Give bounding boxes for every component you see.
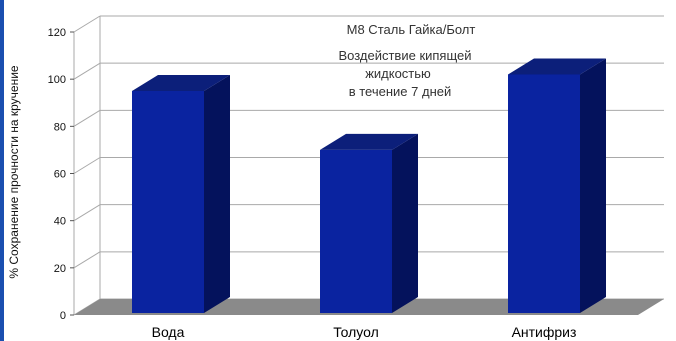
- grid-line-depth: [73, 251, 101, 269]
- x-tick-label: Антифриз: [512, 324, 577, 340]
- bar-top: [132, 74, 230, 91]
- bar-top: [320, 133, 418, 150]
- y-tick-label: 100: [48, 74, 66, 86]
- grid-line-depth: [73, 62, 101, 80]
- bar: [508, 58, 606, 314]
- y-tick-label: 60: [54, 169, 66, 181]
- chart-subtitle-line-3: в течение 7 дней: [349, 84, 452, 99]
- bar-front: [320, 149, 392, 313]
- bar-side: [204, 74, 230, 313]
- grid-line-depth: [73, 109, 101, 127]
- bar-side: [392, 133, 418, 313]
- grid-line-depth: [73, 15, 101, 33]
- x-tick-labels: Вода Толуол Антифриз: [152, 324, 577, 340]
- bars: [132, 58, 606, 314]
- bar-front: [508, 74, 580, 313]
- grid-line-depth: [73, 157, 101, 174]
- bar-front: [132, 90, 204, 313]
- chart-subtitle-line-2: жидкостью: [365, 66, 431, 81]
- bar: [320, 133, 418, 313]
- y-tick-label: 20: [54, 263, 66, 275]
- chart-subtitle-line-1: Воздействие кипящей: [338, 48, 471, 63]
- chart-title: M8 Сталь Гайка/Болт: [347, 22, 476, 37]
- bar-side: [580, 58, 606, 314]
- left-accent-strip: [0, 0, 4, 341]
- y-tick-label: 80: [54, 121, 66, 133]
- y-axis-label: % Сохранение прочности на кручение: [7, 65, 21, 279]
- x-tick-label: Толуол: [333, 324, 379, 340]
- x-tick-label: Вода: [152, 324, 185, 340]
- bar-top: [508, 58, 606, 75]
- y-tick-label: 120: [48, 27, 66, 39]
- y-tick-labels: 0 20 40 60 80 100 120: [48, 27, 74, 322]
- grid-line-depth: [73, 204, 101, 222]
- y-tick-label: 40: [54, 216, 66, 228]
- bar: [132, 74, 230, 313]
- y-tick-label: 0: [60, 310, 66, 322]
